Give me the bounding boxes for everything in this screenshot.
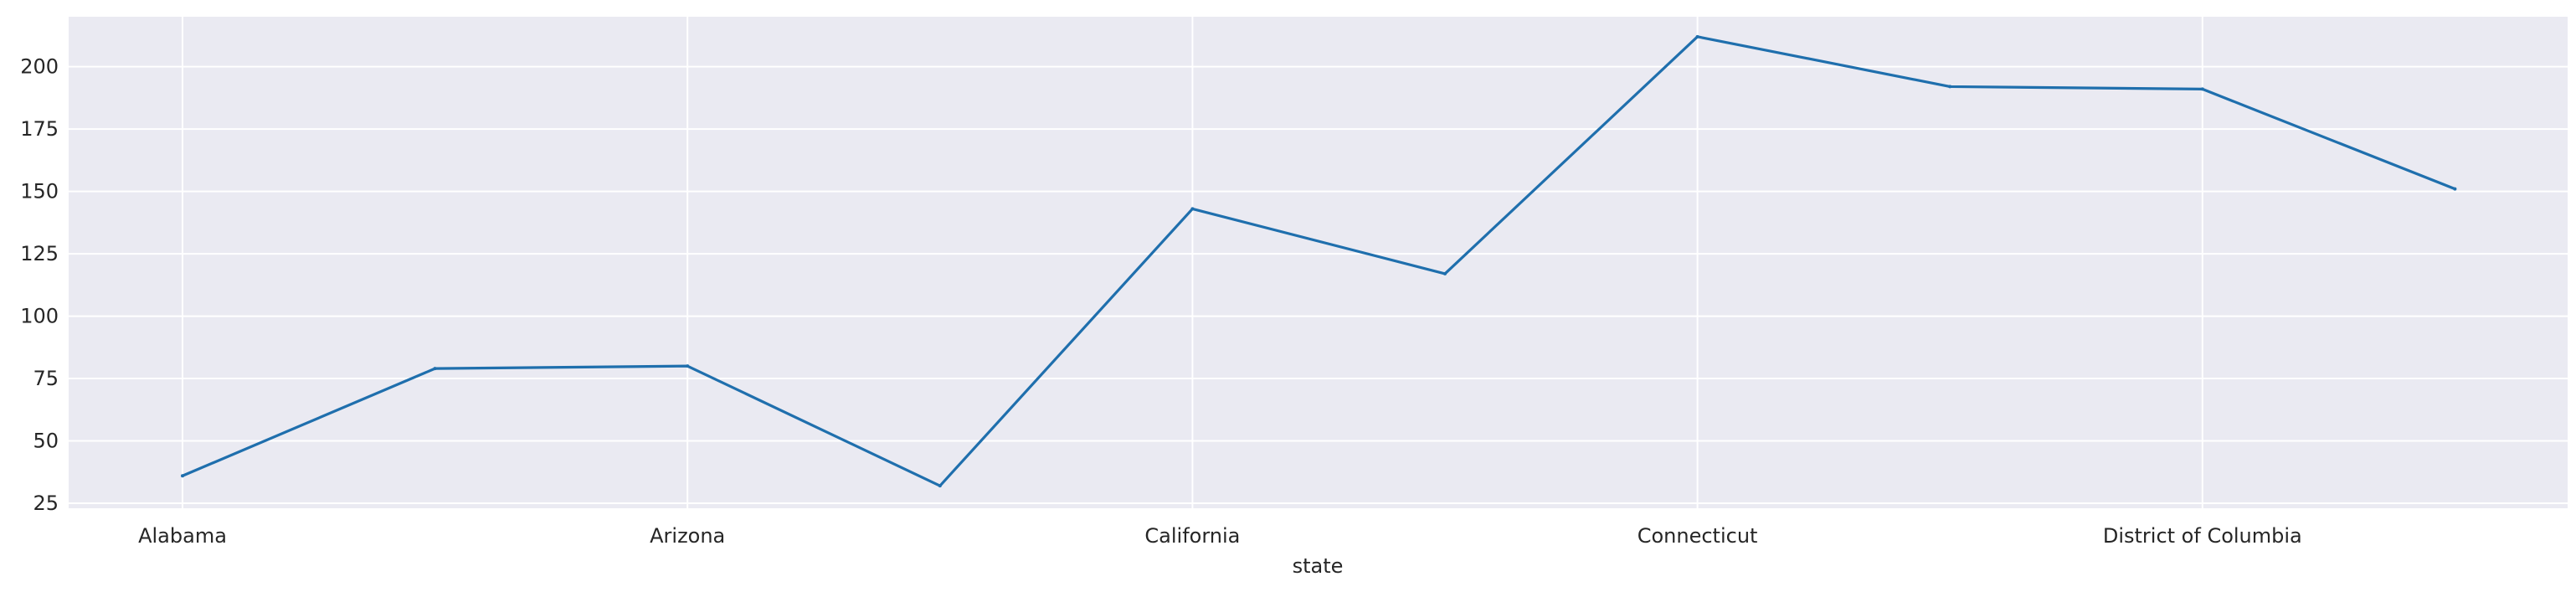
y-tick-label: 200	[20, 55, 59, 79]
data-point	[1948, 85, 1952, 89]
y-tick-label: 150	[20, 180, 59, 203]
y-tick-label: 175	[20, 117, 59, 141]
series-points	[181, 34, 2457, 488]
y-tick-label: 25	[33, 492, 59, 515]
data-point	[2200, 87, 2204, 91]
data-point	[938, 484, 942, 488]
x-tick-label: District of Columbia	[2103, 524, 2302, 548]
data-point	[1695, 34, 1699, 39]
data-point	[181, 474, 184, 478]
plot-area	[69, 17, 2568, 508]
x-tick-label: California	[1144, 524, 1240, 548]
y-axis-ticks: 25 50 75 100 125 150 175 200	[20, 55, 59, 515]
y-tick-label: 125	[20, 242, 59, 265]
grid-lines	[69, 17, 2568, 508]
y-tick-label: 50	[33, 430, 59, 453]
x-tick-label: Arizona	[650, 524, 725, 548]
series-line	[182, 35, 2455, 487]
x-tick-label: Alabama	[138, 524, 227, 548]
y-tick-label: 100	[20, 305, 59, 328]
data-point	[433, 367, 437, 371]
data-point	[1443, 271, 1447, 275]
x-tick-label: Connecticut	[1638, 524, 1758, 548]
x-axis-title: state	[1293, 554, 1344, 578]
data-point	[686, 364, 690, 368]
data-point	[1190, 207, 1195, 211]
y-tick-label: 75	[33, 367, 59, 390]
x-axis-ticks: Alabama Arizona California Connecticut Distr…	[138, 524, 2302, 548]
data-point	[2453, 187, 2457, 191]
